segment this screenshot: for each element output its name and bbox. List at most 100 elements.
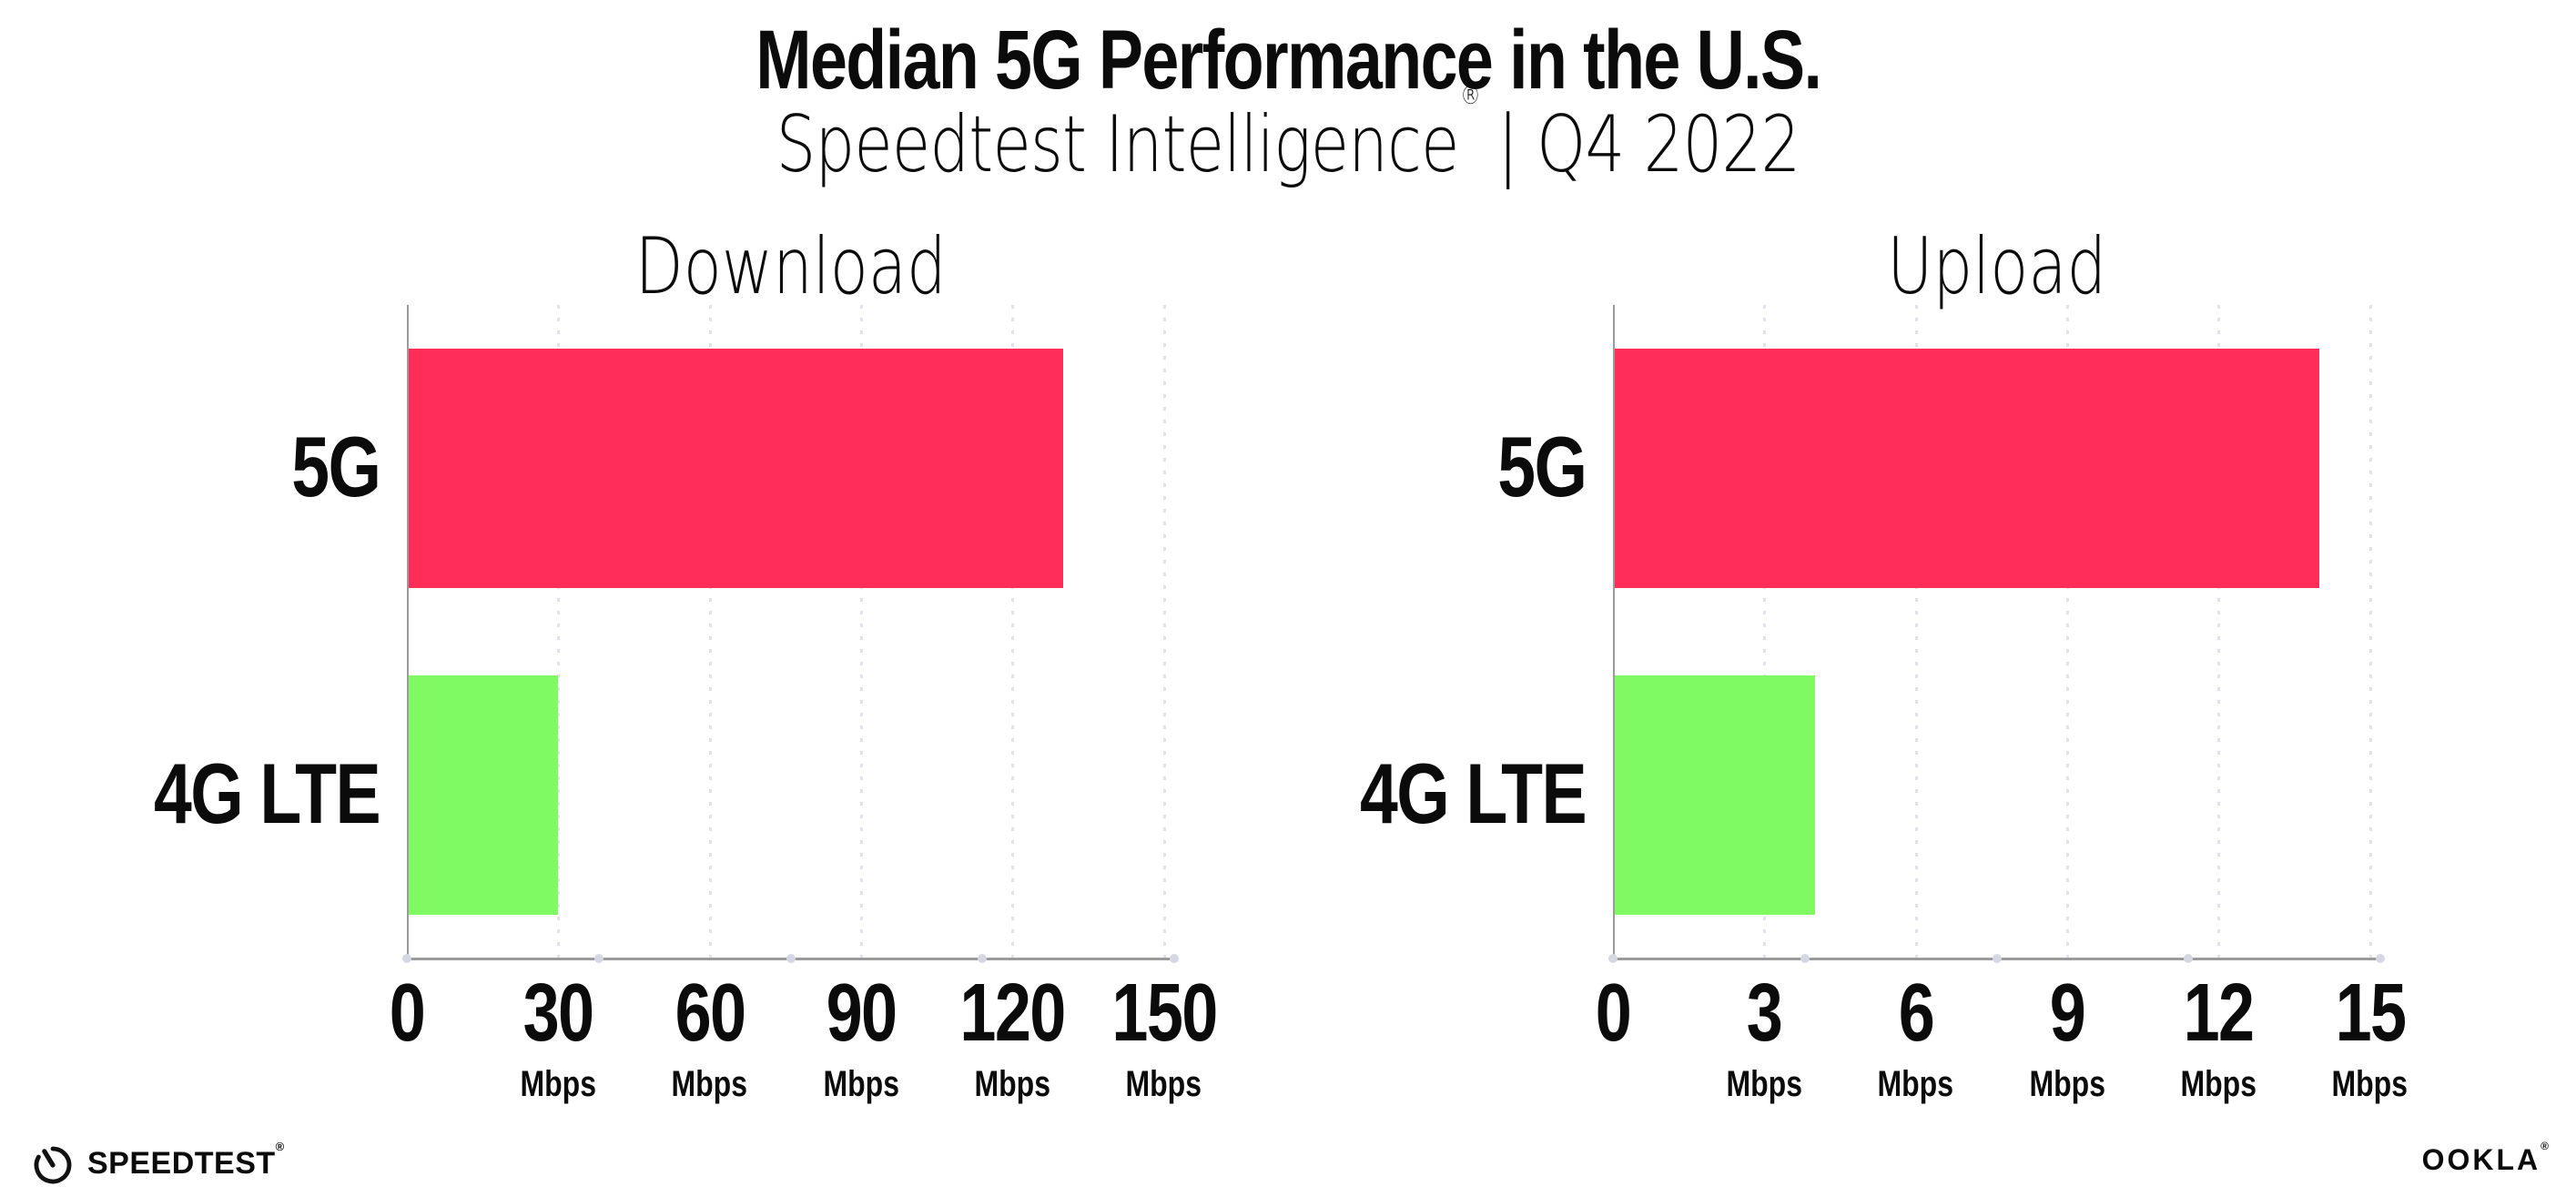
x-tick-unit-text: Mbps (671, 1063, 748, 1104)
category-label-text: 4G LTE (153, 745, 381, 841)
page-title: Median 5G Performance in the U.S. (0, 14, 2576, 107)
axis-dot (1608, 954, 1618, 963)
x-tick-value-text: 150 (1111, 968, 1218, 1059)
gridline-150 (1162, 305, 1166, 959)
x-tick-value: 150 (1055, 970, 1273, 1057)
x-tick-value-text: 6 (1898, 968, 1934, 1059)
x-tick-unit-text: Mbps (974, 1063, 1051, 1104)
page-title-text: Median 5G Performance in the U.S. (755, 14, 1822, 107)
y-axis (1613, 305, 1615, 959)
x-tick-unit-text: Mbps (1877, 1063, 1954, 1104)
x-tick-unit: Mbps (1807, 1066, 2025, 1102)
gridline-30 (557, 305, 561, 959)
axis-dot (2184, 954, 2194, 963)
x-tick-6: 6 Mbps (1807, 970, 2025, 1102)
x-tick-unit-text: Mbps (2331, 1063, 2409, 1104)
x-tick-15: 15 Mbps (2261, 970, 2480, 1102)
x-tick-unit-text: Mbps (823, 1063, 899, 1104)
x-tick-value-text: 12 (2183, 968, 2255, 1059)
x-tick-3: 3 Mbps (1655, 970, 1873, 1102)
x-tick-unit: Mbps (1055, 1066, 1273, 1102)
y-axis (407, 305, 409, 959)
axis-dot (1800, 954, 1810, 963)
axis-dot (786, 954, 796, 963)
download-chart-title-text: Download (634, 221, 947, 312)
axis-dot (402, 954, 411, 963)
ookla-text: OOKLA (2421, 1143, 2541, 1176)
x-tick-value-text: 3 (1747, 968, 1783, 1059)
x-tick-value: 30 (449, 970, 667, 1057)
category-label-4g-lte: 4G LTE (88, 745, 381, 841)
x-tick-value-text: 30 (522, 968, 594, 1059)
page-subtitle: Speedtest Intelligence® | Q4 2022 (0, 81, 2576, 190)
x-tick-value-text: 120 (959, 968, 1067, 1059)
bar-5g-download (407, 349, 1063, 588)
ookla-registered-mark: ® (2541, 1140, 2549, 1153)
x-tick-value-text: 0 (1595, 968, 1632, 1059)
gridline-120 (1011, 305, 1015, 959)
x-tick-unit: Mbps (1958, 1066, 2176, 1102)
axis-dot (1170, 954, 1179, 963)
x-tick-unit: Mbps (601, 1066, 819, 1102)
x-tick-9: 9 Mbps (1958, 970, 2176, 1102)
category-label-5g: 5G (88, 418, 381, 514)
speedtest-logo: SPEEDTEST® (31, 1140, 285, 1185)
speedtest-text: SPEEDTEST (87, 1145, 276, 1181)
speedtest-registered-mark: ® (275, 1140, 285, 1154)
x-tick-value-text: 0 (389, 968, 426, 1059)
ookla-wordmark: OOKLA® (2421, 1140, 2549, 1176)
category-label-4g-lte: 4G LTE (1294, 745, 1587, 841)
x-tick-60: 60 Mbps (601, 970, 819, 1102)
x-tick-value: 6 (1807, 970, 2025, 1057)
x-tick-120: 120 Mbps (903, 970, 1121, 1102)
speedtest-wordmark: SPEEDTEST® (87, 1140, 285, 1182)
subtitle-separator: | (1496, 99, 1518, 190)
category-label-text: 5G (1496, 418, 1587, 514)
x-tick-value-text: 9 (2049, 968, 2086, 1059)
x-tick-unit: Mbps (1655, 1066, 1873, 1102)
upload-chart-title: Upload (1613, 224, 2380, 310)
x-tick-unit-text: Mbps (520, 1063, 597, 1104)
x-tick-30: 30 Mbps (449, 970, 667, 1102)
gridline-3 (1763, 305, 1767, 959)
page-subtitle-text: Speedtest Intelligence® | Q4 2022 (776, 81, 1801, 190)
x-tick-value: 60 (601, 970, 819, 1057)
axis-dot (593, 954, 603, 963)
x-tick-12: 12 Mbps (2109, 970, 2328, 1102)
axis-dot (978, 954, 988, 963)
x-tick-90: 90 Mbps (752, 970, 970, 1102)
gridline-15 (2368, 305, 2372, 959)
x-tick-value: 15 (2261, 970, 2480, 1057)
gridline-12 (2217, 305, 2221, 959)
x-tick-value: 3 (1655, 970, 1873, 1057)
category-label-text: 5G (290, 418, 381, 514)
x-tick-value: 12 (2109, 970, 2328, 1057)
gridline-90 (860, 305, 863, 959)
x-tick-unit: Mbps (2109, 1066, 2328, 1102)
download-chart-title: Download (407, 224, 1174, 310)
x-tick-value-text: 60 (674, 968, 745, 1059)
x-tick-value: 120 (903, 970, 1121, 1057)
x-tick-value: 0 (1504, 970, 1722, 1057)
x-tick-unit-text: Mbps (1726, 1063, 1803, 1104)
upload-chart-title-text: Upload (1886, 221, 2107, 312)
subtitle-brand: Speedtest Intelligence (776, 99, 1460, 190)
x-tick-unit: Mbps (449, 1066, 667, 1102)
gridline-6 (1914, 305, 1918, 959)
speedtest-gauge-icon (34, 1146, 72, 1184)
subtitle-period: Q4 2022 (1536, 99, 1800, 190)
x-tick-unit-text: Mbps (2029, 1063, 2105, 1104)
registered-mark: ® (1460, 80, 1480, 111)
bar-4g-lte-upload (1613, 675, 1815, 915)
x-tick-unit-text: Mbps (2180, 1063, 2257, 1104)
axis-dot (1992, 954, 2002, 963)
x-tick-value-text: 90 (826, 968, 898, 1059)
x-tick-0: 0 (298, 970, 516, 1057)
ookla-logo: OOKLA® (2421, 1140, 2549, 1177)
category-label-text: 4G LTE (1359, 745, 1587, 841)
x-tick-unit-text: Mbps (1125, 1063, 1202, 1104)
x-tick-unit: Mbps (752, 1066, 970, 1102)
x-tick-value: 0 (298, 970, 516, 1057)
x-tick-value-text: 15 (2335, 968, 2406, 1059)
